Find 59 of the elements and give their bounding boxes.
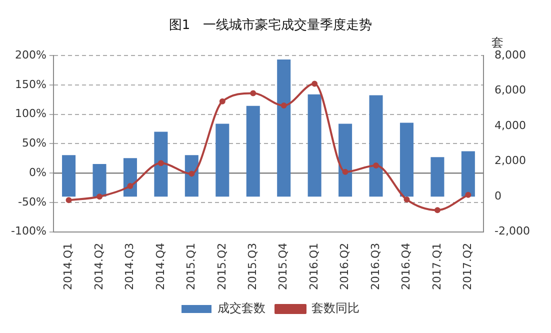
bar (461, 151, 475, 197)
y2-tick-label: 0 (494, 189, 502, 202)
x-tick-label: 2016.Q2 (338, 242, 352, 290)
x-tick-label: 2017.Q1 (430, 242, 444, 290)
y2-tick-label: 8,000 (494, 48, 526, 62)
point (250, 90, 256, 96)
legend-label: 成交套数 (218, 301, 266, 316)
point (373, 162, 380, 168)
y-tick-label: 0% (28, 166, 46, 179)
x-tick-label: 2015.Q1 (184, 242, 198, 290)
y-tick-label: 200% (14, 48, 46, 62)
x-tick-label: 2014.Q4 (154, 242, 167, 290)
bar (154, 132, 168, 197)
x-tick-label: 2016.Q4 (400, 242, 413, 290)
point (96, 194, 102, 200)
bar (308, 94, 322, 197)
x-tick-label: 2015.Q2 (215, 242, 228, 290)
point (158, 160, 164, 166)
bar (277, 59, 291, 197)
bar (430, 157, 444, 197)
y2-axis-title: 套 (492, 36, 504, 50)
x-tick-label: 2014.Q3 (123, 242, 136, 290)
bar (123, 158, 137, 197)
point (188, 170, 195, 177)
x-tick-label: 2014.Q2 (92, 242, 106, 290)
x-tick-label: 2014.Q1 (62, 242, 75, 290)
point (219, 98, 226, 104)
legend-label: 套数同比 (312, 301, 360, 316)
y2-tick-label: 4,000 (494, 118, 526, 132)
y2-tick-label: 2,000 (494, 154, 526, 168)
bar (216, 124, 230, 197)
point (127, 183, 134, 190)
bar (62, 155, 76, 197)
point (404, 196, 410, 203)
point (280, 102, 287, 109)
x-tick-label: 2016.Q3 (368, 242, 382, 290)
x-tick-label: 2015.Q4 (276, 242, 290, 290)
bar (246, 106, 260, 197)
point (465, 192, 472, 198)
point (66, 197, 72, 204)
bar (92, 164, 106, 197)
y-tick-label: 100% (14, 107, 46, 120)
y-tick-label: 50% (22, 136, 46, 150)
point (342, 168, 348, 175)
x-tick-label: 2017.Q2 (461, 242, 474, 290)
y-tick-label: -50% (18, 195, 46, 208)
x-tick-label: 2016.Q1 (307, 242, 320, 290)
chart-title: 图1 一线城市豪宅成交量季度走势 (168, 17, 372, 34)
y-tick-label: -100% (10, 224, 46, 238)
point (434, 207, 440, 214)
y2-tick-label: -2,000 (494, 224, 530, 238)
bar (338, 124, 352, 197)
y2-tick-label: 6,000 (494, 84, 526, 97)
bar (400, 122, 414, 197)
bar (184, 155, 198, 197)
x-tick-label: 2015.Q3 (246, 242, 259, 290)
bar (369, 95, 383, 197)
point (312, 80, 318, 87)
y-tick-label: 150% (14, 78, 46, 91)
